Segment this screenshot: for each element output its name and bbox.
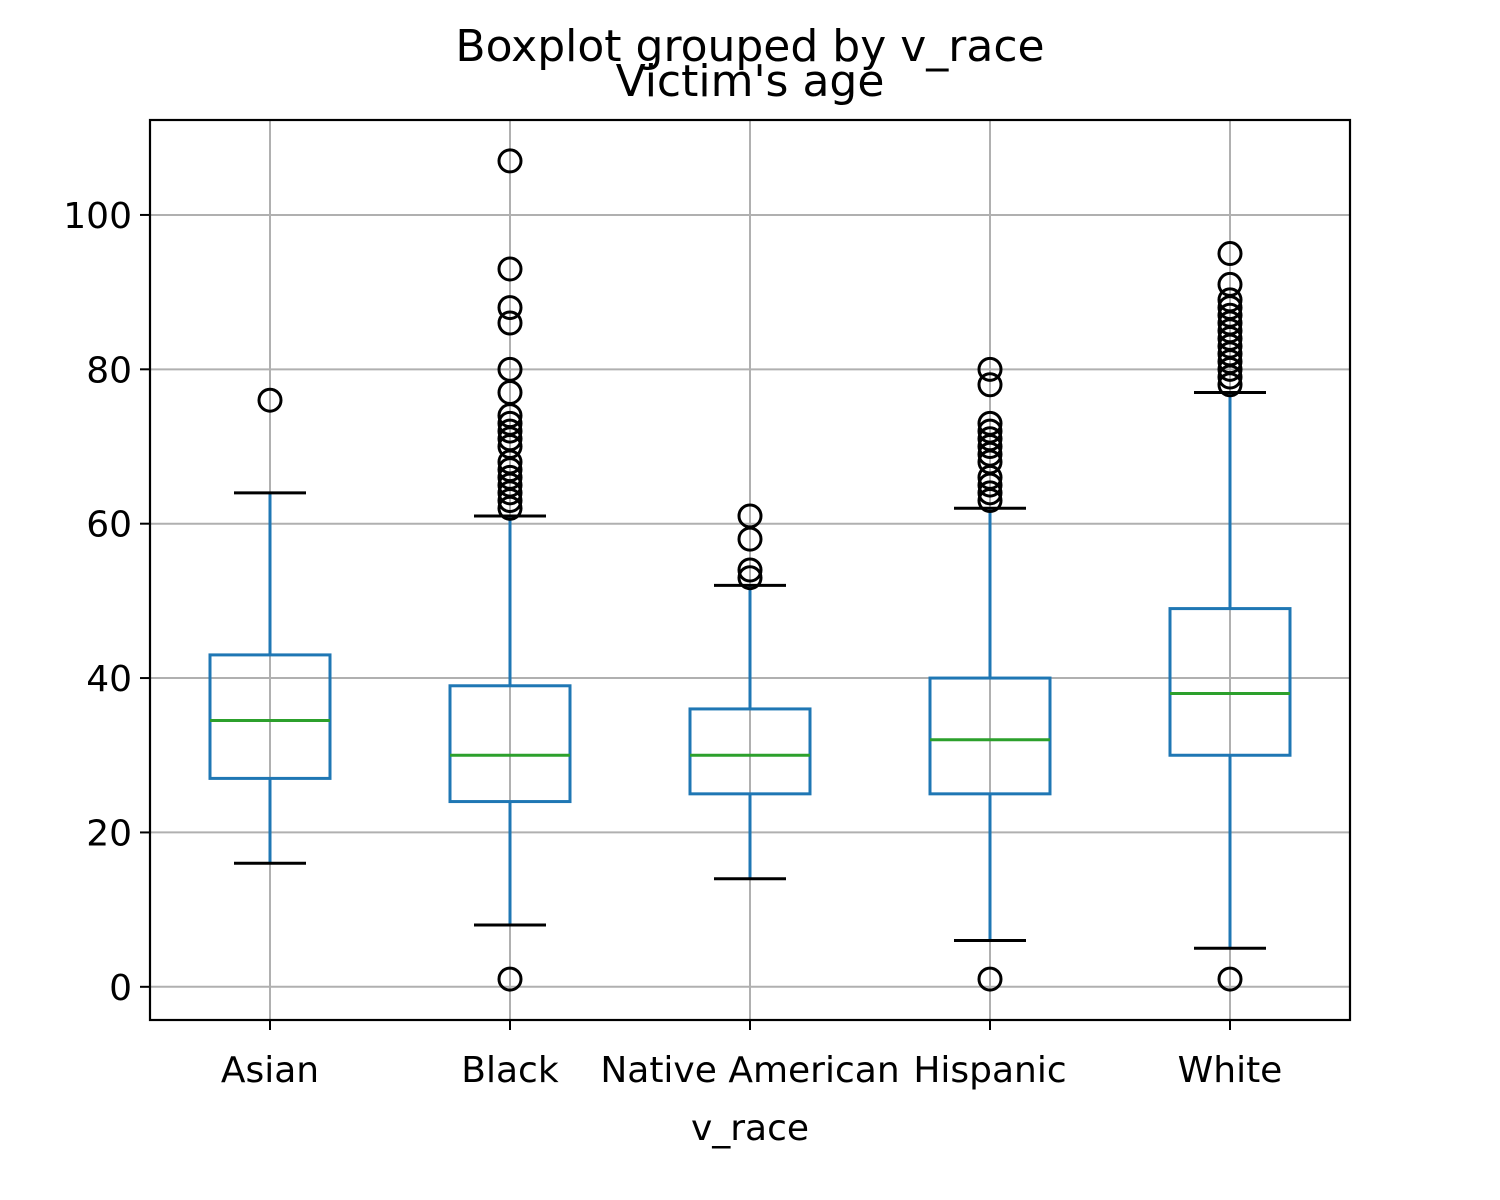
box-group (448, 148, 572, 992)
grid-lines (150, 120, 1350, 1020)
outlier-point (737, 557, 763, 583)
x-tick-label: White (1178, 1050, 1283, 1091)
iqr-box (688, 707, 812, 796)
outlier-point (977, 410, 1003, 436)
x-tick-label: Black (461, 1050, 559, 1091)
box-layer (208, 148, 1292, 992)
y-tick-label: 20 (86, 813, 132, 854)
axis-ticks: 0 20 40 60 80 100 Asian Black Native American His… (63, 196, 1282, 1091)
y-tick-label: 0 (109, 968, 132, 1009)
y-tick-label: 40 (86, 659, 132, 700)
outlier-point (1217, 287, 1243, 313)
y-tick-label: 100 (63, 196, 132, 237)
box-group (928, 356, 1052, 992)
outlier-point (1217, 966, 1243, 992)
outlier-point (737, 565, 763, 591)
iqr-box (208, 653, 332, 780)
iqr-box (928, 676, 1052, 796)
outlier-point (497, 410, 523, 436)
outlier-point (257, 387, 283, 413)
outlier-point (977, 372, 1003, 398)
x-axis-label: v_race (691, 1108, 809, 1149)
iqr-box (448, 684, 572, 804)
outlier-point (497, 966, 523, 992)
outlier-point (977, 480, 1003, 506)
outlier-point (1217, 271, 1243, 297)
outlier-point (977, 426, 1003, 452)
y-tick-label: 80 (86, 350, 132, 391)
outlier-point (497, 356, 523, 382)
box-group (208, 387, 332, 865)
outlier-point (497, 256, 523, 282)
x-tick-label: Native American (600, 1050, 899, 1091)
iqr-box (1168, 607, 1292, 757)
outlier-point (1217, 241, 1243, 267)
box-group (688, 503, 812, 881)
chart-suptitle: Boxplot grouped by v_race (455, 21, 1044, 72)
y-tick-label: 60 (86, 505, 132, 546)
box-group (1168, 241, 1292, 992)
outlier-point (977, 356, 1003, 382)
outlier-point (737, 503, 763, 529)
outlier-point (497, 464, 523, 490)
x-tick-label: Hispanic (913, 1050, 1066, 1091)
outlier-point (977, 418, 1003, 444)
outlier-point (497, 418, 523, 444)
outlier-point (977, 966, 1003, 992)
outlier-point (1217, 302, 1243, 328)
x-tick-label: Asian (221, 1050, 319, 1091)
plot-frame (148, 118, 1352, 1022)
chart-title: Victim's age (616, 56, 885, 107)
outlier-point (497, 295, 523, 321)
outlier-point (497, 148, 523, 174)
outlier-point (497, 310, 523, 336)
